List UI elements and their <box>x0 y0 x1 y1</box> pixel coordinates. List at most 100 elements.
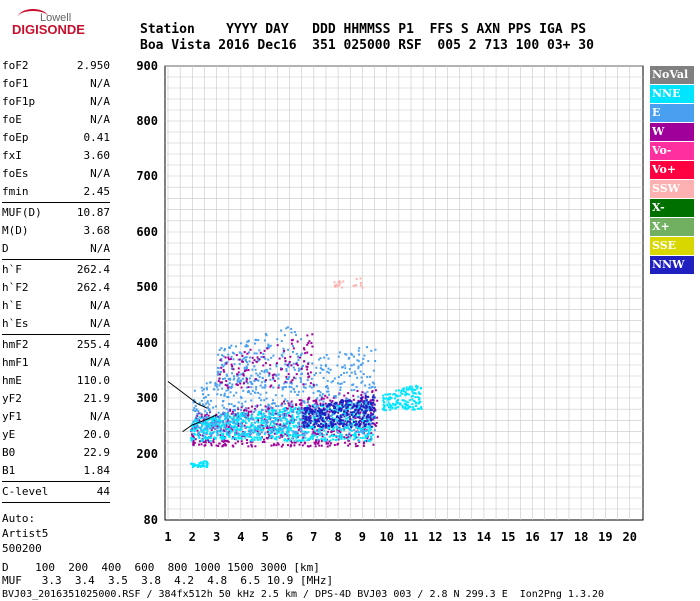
echo-point <box>250 399 253 402</box>
echo-point <box>365 396 368 399</box>
echo-point <box>245 356 248 359</box>
echo-point <box>344 415 347 418</box>
echo-point <box>330 403 333 406</box>
echo-point <box>227 411 230 414</box>
echo-point <box>346 419 349 422</box>
echo-point <box>414 388 417 391</box>
echo-point <box>226 415 229 418</box>
echo-point <box>253 426 256 429</box>
echo-point <box>283 439 286 442</box>
echo-point <box>221 381 224 384</box>
echo-point <box>294 433 297 436</box>
echo-point <box>346 434 349 437</box>
echo-point <box>400 390 403 393</box>
echo-point <box>349 422 352 425</box>
echo-point <box>218 419 221 422</box>
echo-point <box>272 444 275 447</box>
echo-point <box>234 433 237 436</box>
echo-point <box>236 378 239 381</box>
echo-point <box>345 422 348 425</box>
echo-point <box>346 405 349 408</box>
echo-point <box>326 396 329 399</box>
echo-point <box>363 354 366 357</box>
echo-point <box>243 351 246 354</box>
echo-point <box>246 378 249 381</box>
echo-point <box>283 386 286 389</box>
echo-point <box>372 422 375 425</box>
echo-point <box>368 408 371 411</box>
echo-point <box>307 342 310 345</box>
echo-point <box>360 420 363 423</box>
echo-point <box>326 445 329 448</box>
echo-point <box>266 420 269 423</box>
echo-point <box>294 441 297 444</box>
echo-point <box>280 431 283 434</box>
echo-point <box>306 419 309 422</box>
echo-point <box>263 438 266 441</box>
echo-point <box>303 407 306 410</box>
echo-point <box>349 407 352 410</box>
echo-point <box>302 417 305 420</box>
echo-point <box>361 432 364 435</box>
echo-point <box>256 379 259 382</box>
echo-point <box>208 424 211 427</box>
echo-point <box>353 433 356 436</box>
echo-point <box>257 410 260 413</box>
echo-point <box>209 423 212 426</box>
echo-point <box>365 401 368 404</box>
echo-point <box>298 399 301 402</box>
echo-point <box>382 394 385 397</box>
echo-point <box>339 281 342 284</box>
echo-point <box>203 420 206 423</box>
echo-point <box>338 393 341 396</box>
echo-point <box>371 391 374 394</box>
echo-point <box>190 439 193 442</box>
echo-point <box>254 409 257 412</box>
echo-point <box>347 413 350 416</box>
echo-point <box>359 277 362 280</box>
echo-point <box>401 404 404 407</box>
echo-point <box>338 427 341 430</box>
echo-point <box>302 390 305 393</box>
echo-point <box>260 431 263 434</box>
echo-point <box>301 411 304 414</box>
echo-point <box>386 393 389 396</box>
echo-point <box>307 438 310 441</box>
echo-point <box>198 422 201 425</box>
echo-point <box>287 438 290 441</box>
echo-point <box>290 437 293 440</box>
echo-point <box>372 443 375 446</box>
divider <box>2 202 110 203</box>
echo-point <box>231 383 234 386</box>
echo-point <box>326 370 329 373</box>
echo-point <box>316 438 319 441</box>
echo-point <box>269 344 272 347</box>
echo-point <box>205 402 208 405</box>
echo-point <box>231 372 234 375</box>
echo-point <box>407 406 410 409</box>
echo-point <box>204 432 207 435</box>
echo-point <box>259 438 262 441</box>
echo-point <box>242 373 245 376</box>
echo-point <box>318 407 321 410</box>
echo-point <box>256 433 259 436</box>
echo-point <box>346 398 349 401</box>
echo-point <box>365 423 368 426</box>
echo-point <box>389 406 392 409</box>
echo-point <box>415 402 418 405</box>
echo-point <box>255 436 258 439</box>
echo-point <box>295 437 298 440</box>
echo-point <box>332 396 335 399</box>
echo-point <box>290 406 293 409</box>
echo-point <box>325 405 328 408</box>
echo-point <box>251 356 254 359</box>
echo-point <box>249 424 252 427</box>
echo-point <box>374 348 377 351</box>
echo-point <box>261 440 264 443</box>
echo-point <box>304 412 307 415</box>
echo-point <box>404 403 407 406</box>
echo-point <box>325 442 328 445</box>
echo-point <box>419 400 422 403</box>
x-tick-label: 9 <box>359 530 366 544</box>
echo-point <box>233 418 236 421</box>
